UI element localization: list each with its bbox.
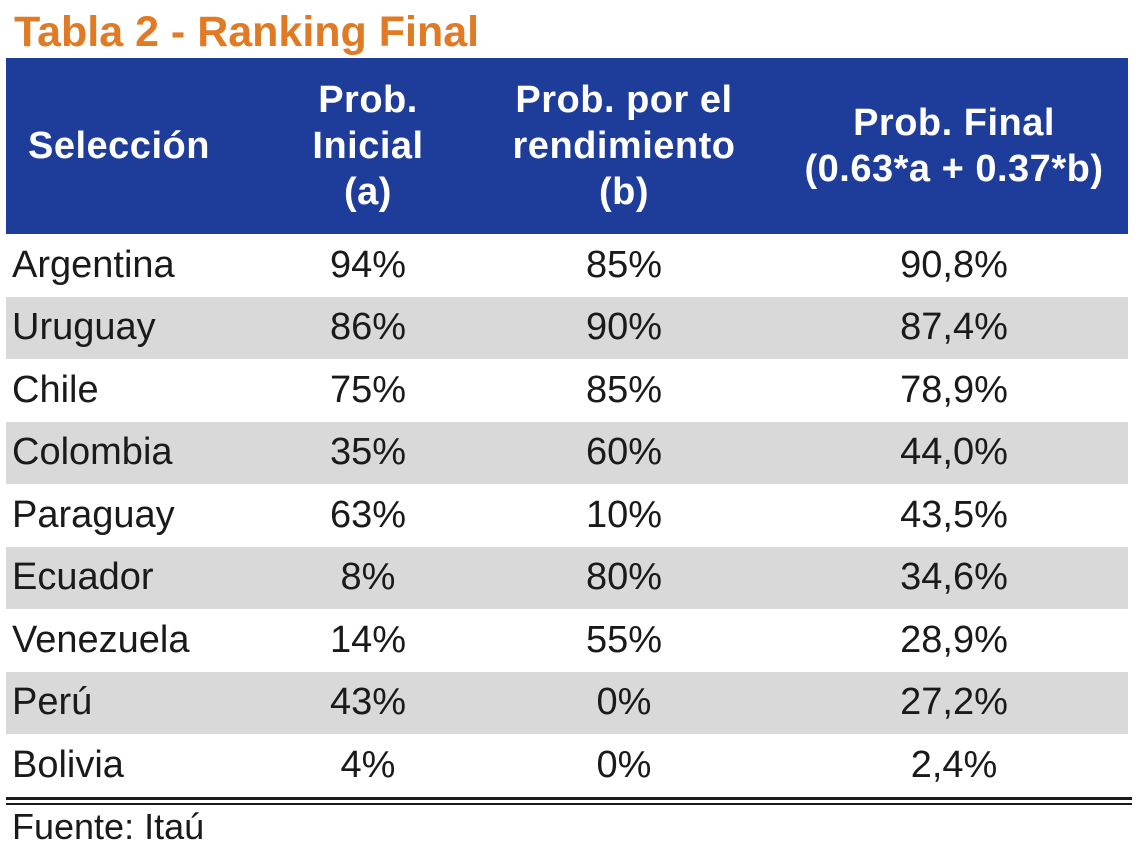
final-prob-cell: 44,0%	[900, 431, 1008, 474]
ranking-table: Selección Prob. Inicial (a) Prob. por el…	[6, 58, 1128, 797]
table-row: Argentina 94% 85% 90,8%	[6, 234, 1128, 297]
table-row: Perú 43% 0% 27,2%	[6, 671, 1128, 734]
final-prob-cell: 28,9%	[900, 618, 1008, 661]
performance-prob-cell: 60%	[585, 431, 663, 474]
header-seleccion: Selección	[6, 58, 268, 234]
initial-prob-cell: 8%	[340, 556, 396, 599]
initial-prob-cell: 94%	[329, 243, 407, 286]
table-header: Selección Prob. Inicial (a) Prob. por el…	[6, 58, 1128, 234]
initial-prob-cell: 86%	[329, 306, 407, 349]
final-prob-cell: 43,5%	[900, 493, 1008, 536]
table-row: Paraguay 63% 10% 43,5%	[6, 484, 1128, 547]
table-row: Uruguay 86% 90% 87,4%	[6, 296, 1128, 359]
header-line: Selección	[28, 125, 210, 167]
initial-prob-cell: 14%	[329, 618, 407, 661]
header-line: Prob. Final	[853, 102, 1055, 144]
table-row: Venezuela 14% 55% 28,9%	[6, 609, 1128, 672]
performance-prob-cell: 55%	[585, 618, 663, 661]
performance-prob-cell: 0%	[596, 743, 652, 786]
table-title: Tabla 2 - Ranking Final	[14, 8, 480, 56]
team-cell: Venezuela	[12, 618, 190, 661]
header-line: Prob. por el	[515, 79, 733, 121]
initial-prob-cell: 43%	[329, 681, 407, 724]
final-prob-cell: 87,4%	[900, 306, 1008, 349]
header-line: rendimiento	[512, 125, 736, 167]
header-line: (0.63*a + 0.37*b)	[804, 148, 1104, 190]
team-cell: Paraguay	[12, 493, 175, 536]
header-line: Inicial	[312, 125, 424, 167]
performance-prob-cell: 85%	[585, 243, 663, 286]
performance-prob-cell: 80%	[585, 556, 663, 599]
initial-prob-cell: 4%	[340, 743, 396, 786]
performance-prob-cell: 0%	[596, 681, 652, 724]
header-line: (b)	[598, 171, 650, 213]
source-note: Fuente: Itaú	[12, 806, 205, 847]
team-cell: Argentina	[12, 243, 175, 286]
initial-prob-cell: 35%	[329, 431, 407, 474]
initial-prob-cell: 63%	[329, 493, 407, 536]
header-prob-inicial: Prob. Inicial (a)	[268, 58, 468, 234]
table-bottom-rule	[6, 803, 1132, 805]
performance-prob-cell: 90%	[585, 306, 663, 349]
final-prob-cell: 34,6%	[900, 556, 1008, 599]
header-line: Prob.	[318, 79, 418, 121]
team-cell: Perú	[12, 681, 93, 724]
header-prob-rendimiento: Prob. por el rendimiento (b)	[468, 58, 780, 234]
team-cell: Uruguay	[12, 306, 156, 349]
final-prob-cell: 27,2%	[900, 681, 1008, 724]
final-prob-cell: 78,9%	[900, 368, 1008, 411]
performance-prob-cell: 10%	[585, 493, 663, 536]
team-cell: Bolivia	[12, 743, 124, 786]
team-cell: Colombia	[12, 431, 173, 474]
table-body: Argentina 94% 85% 90,8% Uruguay 86% 90% 87,4% Ch…	[6, 234, 1128, 797]
performance-prob-cell: 85%	[585, 368, 663, 411]
table-row: Chile 75% 85% 78,9%	[6, 359, 1128, 422]
table-row: Colombia 35% 60% 44,0%	[6, 421, 1128, 484]
header-prob-final: Prob. Final (0.63*a + 0.37*b)	[780, 58, 1128, 234]
table-row: Bolivia 4% 0% 2,4%	[6, 734, 1128, 797]
final-prob-cell: 2,4%	[910, 743, 998, 786]
team-cell: Ecuador	[12, 556, 154, 599]
header-line: (a)	[344, 171, 392, 213]
table-bottom-rule	[6, 797, 1132, 800]
final-prob-cell: 90,8%	[900, 243, 1008, 286]
table-row: Ecuador 8% 80% 34,6%	[6, 546, 1128, 609]
team-cell: Chile	[12, 368, 99, 411]
initial-prob-cell: 75%	[329, 368, 407, 411]
